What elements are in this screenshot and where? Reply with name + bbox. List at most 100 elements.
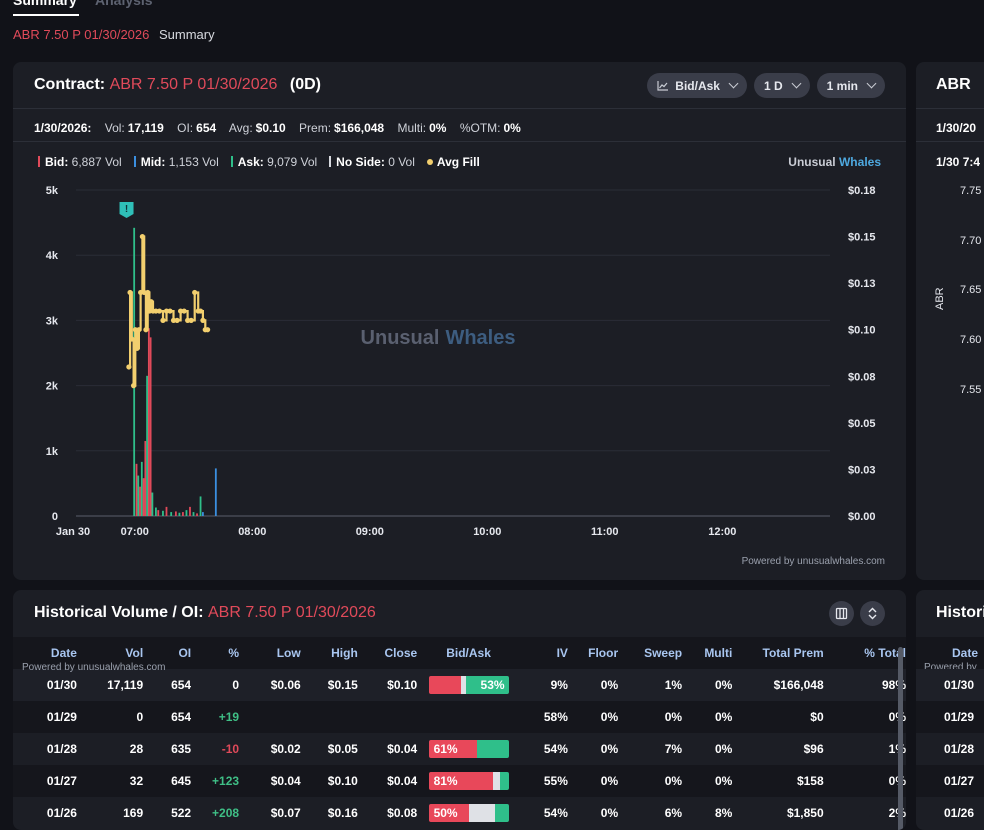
y-left-tick-label: 3k	[46, 315, 59, 327]
column-header[interactable]: Multi	[682, 637, 733, 669]
bid-ask-segment	[466, 676, 509, 694]
column-header[interactable]: Bid/Ask	[417, 637, 520, 669]
volume-bar	[192, 512, 195, 516]
legend-noside-value: 0 Vol	[388, 155, 415, 169]
stats-oi: 654	[196, 121, 217, 135]
table-row[interactable]: 01/27 32 645 +123 $0.04 $0.10 $0.04 81% 55% 0% 0% 0…	[13, 765, 906, 797]
y-right-tick-label: $0.00	[848, 511, 876, 523]
table-header-row: Date Vol OI% Low High Close Bid/Ask IV Floor Swee…	[13, 637, 906, 669]
tab-analysis[interactable]: Analysis	[95, 0, 153, 8]
expand-button[interactable]	[860, 601, 885, 626]
legend-ask[interactable]: Ask: 9,079 Vol	[230, 155, 317, 169]
volume-bar	[157, 510, 160, 516]
stats-prem-label: Prem:	[299, 121, 332, 135]
historical-underlying-row: 01/29	[916, 701, 984, 733]
tab-summary[interactable]: Summary	[13, 0, 77, 8]
volume-bar	[199, 496, 202, 516]
stats-vol-label: Vol:	[104, 121, 125, 135]
cell-oi: 654	[143, 669, 192, 701]
table-row[interactable]: 01/26 169 522 +208 $0.07 $0.16 $0.08 50% 54% 0% 6%…	[13, 797, 906, 829]
stats-otm: 0%	[503, 121, 521, 135]
column-header[interactable]: Total Prem	[732, 637, 824, 669]
y-right-tick-label: $0.13	[848, 278, 876, 290]
column-header[interactable]: OI	[143, 637, 192, 669]
y-right-tick-label: $0.15	[848, 232, 876, 244]
bid-ask-segment	[468, 804, 495, 822]
underlying-time: 1/30 7:4	[936, 155, 981, 169]
cell-date: 01/28	[13, 733, 77, 765]
column-header[interactable]: Sweep	[618, 637, 683, 669]
table-powered-by[interactable]: Powered by unusualwhales.com	[22, 662, 166, 673]
volume-bar	[142, 478, 145, 516]
avg-fill-point	[188, 317, 194, 323]
bid-ask-cell: 81%	[417, 765, 520, 797]
column-header[interactable]: Close	[357, 637, 418, 669]
stats-multi: 0%	[429, 121, 447, 135]
avg-fill-point	[174, 317, 180, 323]
volume-bar	[137, 475, 140, 516]
volume-chart[interactable]: 0 1k 2k 3k 4k 5k $0.00 $0.03 $0.05 $0.08 $0.10 $0.1…	[13, 177, 906, 557]
cell-close: $0.04	[357, 765, 418, 797]
avg-fill-point	[143, 327, 149, 333]
underlying-tick: 7.55	[960, 384, 982, 396]
cell-iv: 54%	[519, 733, 568, 765]
cell-prem: $1,850	[732, 797, 824, 829]
cell-high	[300, 701, 358, 733]
underlying-axis-label: ABR	[934, 287, 946, 310]
cell-iv: 58%	[519, 701, 568, 733]
cell-prem: $96	[732, 733, 824, 765]
line-chart-icon	[657, 81, 669, 91]
legend-noside[interactable]: No Side: 0 Vol	[329, 155, 415, 169]
column-header[interactable]: %	[191, 637, 240, 669]
column-header[interactable]: Low	[239, 637, 301, 669]
avg-fill-point	[126, 364, 132, 370]
column-header[interactable]: IV	[519, 637, 568, 669]
x-tick-label: 08:00	[238, 526, 266, 538]
avg-fill-point	[139, 233, 145, 240]
alert-marker-icon[interactable]: !	[119, 202, 134, 218]
cell-high: $0.16	[300, 797, 358, 829]
cell-vol: 169	[76, 797, 144, 829]
legend-mid[interactable]: Mid: 1,153 Vol	[133, 155, 219, 169]
column-header[interactable]: Vol	[76, 637, 144, 669]
bid-ask-cell: 50%	[417, 797, 520, 829]
interval-label: 1 min	[826, 78, 858, 93]
cell-oi: 654	[143, 701, 192, 733]
historical-title-prefix: Historical Volume / OI:	[34, 604, 204, 621]
column-header[interactable]: High	[300, 637, 358, 669]
table-row[interactable]: 01/28 28 635 -10 $0.02 $0.05 $0.04 61% 54% 0% 7% 0%…	[13, 733, 906, 765]
underlying-tick: 7.75	[960, 185, 982, 197]
stats-oi-label: OI:	[177, 121, 194, 135]
columns-button[interactable]	[829, 601, 854, 626]
column-header[interactable]: Date	[13, 637, 77, 669]
contract-stats: 1/30/2026: Vol: 17,119 OI: 654 Avg: $0.10 P…	[34, 121, 531, 135]
cell-total: 0%	[823, 765, 906, 797]
table-row[interactable]: 01/30 17,119 654 0 $0.06 $0.15 $0.10 53% 9% 0% 1% 0…	[13, 669, 906, 701]
x-tick-label: 07:00	[121, 526, 149, 538]
y-left-tick-label: 1k	[46, 446, 59, 458]
breadcrumb-contract[interactable]: ABR 7.50 P 01/30/2026	[13, 27, 150, 42]
cell-floor: 0%	[567, 765, 619, 797]
range-dropdown[interactable]: 1 D	[753, 73, 810, 98]
chevron-down-icon	[791, 78, 802, 89]
column-header[interactable]: Floor	[567, 637, 619, 669]
historical-underlying-col: Date	[952, 646, 979, 660]
underlying-tick: 7.70	[960, 235, 982, 247]
x-tick-label: Jan 30	[56, 526, 90, 538]
column-header[interactable]: % Total	[823, 637, 906, 669]
cell-high: $0.05	[300, 733, 358, 765]
divider	[13, 108, 906, 109]
underlying-tick: 7.65	[960, 284, 982, 296]
powered-by[interactable]: Powered by unusualwhales.com	[741, 556, 885, 567]
bid-ask-dropdown[interactable]: Bid/Ask	[647, 73, 747, 98]
legend-bid[interactable]: Bid: 6,887 Vol	[38, 155, 122, 169]
avg-fill-point	[197, 308, 204, 314]
interval-dropdown[interactable]: 1 min	[816, 73, 885, 98]
cell-low: $0.02	[239, 733, 301, 765]
legend-avg-fill[interactable]: Avg Fill	[426, 155, 480, 169]
chevron-down-icon	[728, 78, 739, 89]
bid-ask-percent: 53%	[480, 678, 505, 692]
bid-ask-segment	[494, 804, 509, 822]
table-scrollbar[interactable]	[898, 647, 903, 830]
